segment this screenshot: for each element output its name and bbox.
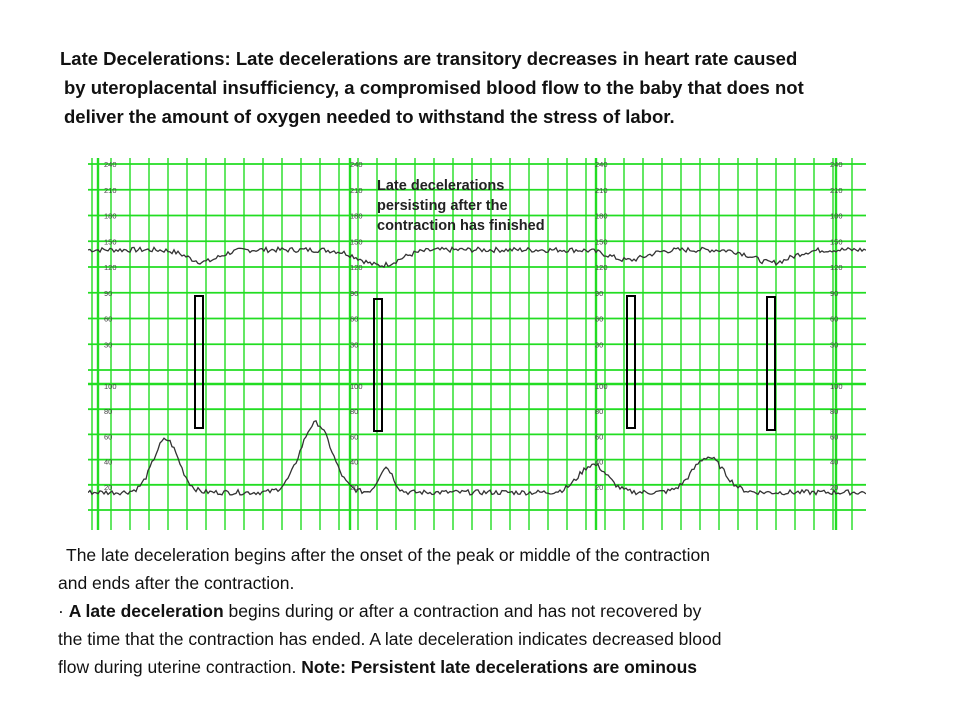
body-line-1: The late deceleration begins after the o… bbox=[66, 545, 711, 565]
fhr-scale-label: 210 bbox=[830, 186, 843, 195]
fhr-scale-label: 240 bbox=[104, 160, 117, 169]
fhr-scale-label: 240 bbox=[350, 160, 363, 169]
uc-scale-label: 60 bbox=[350, 432, 358, 441]
uc-scale-label: 80 bbox=[350, 407, 358, 416]
body-line-4: the time that the contraction has ended.… bbox=[58, 629, 722, 649]
heading-separator: : bbox=[224, 48, 231, 69]
fhr-scale-label: 240 bbox=[830, 160, 843, 169]
fhr-scale-label: 180 bbox=[104, 212, 117, 221]
body-paragraph: The late deceleration begins after the o… bbox=[58, 541, 928, 681]
fhr-scale-label: 150 bbox=[830, 237, 843, 246]
ctg-scale-labels: 240 210 180 150 120 90 60 30 100 80 60 40 20 240 210 18… bbox=[104, 160, 843, 492]
uc-scale-label: 60 bbox=[595, 432, 603, 441]
fhr-scale-label: 120 bbox=[595, 263, 608, 272]
fhr-scale-label: 30 bbox=[830, 340, 838, 349]
uc-scale-label: 80 bbox=[104, 407, 112, 416]
fhr-scale-label: 30 bbox=[104, 340, 112, 349]
fhr-scale-label: 180 bbox=[830, 212, 843, 221]
body-line-5-text: flow during uterine contraction. bbox=[58, 657, 302, 677]
heading-paragraph: Late Decelerations: Late decelerations a… bbox=[60, 44, 920, 131]
annotation-line-3: contraction has finished bbox=[377, 218, 545, 234]
deceleration-marker bbox=[626, 295, 636, 429]
fhr-scale-label: 90 bbox=[350, 289, 358, 298]
uc-scale-label: 60 bbox=[830, 432, 838, 441]
fhr-trace bbox=[88, 245, 866, 269]
heading-line-1: Late Decelerations: Late decelerations a… bbox=[60, 44, 920, 73]
ctg-strip: 240 210 180 150 120 90 60 30 100 80 60 40 20 240 210 18… bbox=[88, 158, 866, 530]
fhr-scale-label: 90 bbox=[830, 289, 838, 298]
uc-scale-label: 40 bbox=[830, 458, 838, 467]
fhr-scale-label: 90 bbox=[595, 289, 603, 298]
fhr-scale-label: 150 bbox=[350, 237, 363, 246]
uc-trace bbox=[88, 419, 866, 496]
body-line-3-text: begins during or after a contraction and… bbox=[223, 601, 702, 621]
fhr-scale-label: 210 bbox=[104, 186, 117, 195]
fhr-scale-label: 240 bbox=[595, 160, 608, 169]
ctg-annotation: Late decelerations persisting after the … bbox=[377, 178, 545, 234]
uc-scale-label: 20 bbox=[350, 483, 358, 492]
fhr-scale-label: 150 bbox=[595, 237, 608, 246]
fhr-scale-label: 60 bbox=[595, 315, 603, 324]
body-bold-term: A late deceleration bbox=[68, 601, 224, 621]
fhr-scale-label: 180 bbox=[595, 212, 608, 221]
fhr-scale-label: 30 bbox=[350, 340, 358, 349]
uc-scale-label: 40 bbox=[350, 458, 358, 467]
uc-scale-label: 40 bbox=[104, 458, 112, 467]
uc-scale-label: 100 bbox=[350, 382, 363, 391]
deceleration-marker bbox=[373, 298, 383, 432]
deceleration-marker bbox=[194, 295, 204, 429]
body-line-3: · A late deceleration begins during or a… bbox=[58, 597, 928, 625]
fhr-scale-label: 180 bbox=[350, 212, 363, 221]
uc-scale-label: 40 bbox=[595, 458, 603, 467]
fhr-scale-label: 210 bbox=[350, 186, 363, 195]
fhr-scale-label: 120 bbox=[104, 263, 117, 272]
deceleration-marker bbox=[766, 296, 776, 431]
fhr-scale-label: 150 bbox=[104, 237, 117, 246]
body-line-5: flow during uterine contraction. Note: P… bbox=[58, 653, 928, 681]
uc-scale-label: 100 bbox=[104, 382, 117, 391]
heading-line-3: deliver the amount of oxygen needed to w… bbox=[64, 106, 675, 127]
uc-scale-label: 80 bbox=[830, 407, 838, 416]
body-note: Note: Persistent late decelerations are … bbox=[301, 657, 698, 677]
uc-scale-label: 60 bbox=[104, 432, 112, 441]
fhr-scale-label: 120 bbox=[350, 263, 363, 272]
fhr-scale-label: 60 bbox=[830, 315, 838, 324]
ctg-grid bbox=[88, 158, 866, 530]
uc-scale-label: 100 bbox=[830, 382, 843, 391]
heading-line-1-text: Late decelerations are transitory decrea… bbox=[230, 48, 798, 69]
fhr-scale-label: 60 bbox=[350, 315, 358, 324]
ctg-strip-graphic: 240 210 180 150 120 90 60 30 100 80 60 40 20 240 210 18… bbox=[88, 158, 866, 530]
uc-scale-label: 100 bbox=[595, 382, 608, 391]
uc-scale-label: 20 bbox=[104, 483, 112, 492]
fhr-scale-label: 210 bbox=[595, 186, 608, 195]
annotation-line-1: Late decelerations bbox=[377, 178, 504, 194]
uc-scale-label: 80 bbox=[595, 407, 603, 416]
fhr-scale-label: 60 bbox=[104, 315, 112, 324]
uc-scale-label: 20 bbox=[830, 483, 838, 492]
body-line-2: and ends after the contraction. bbox=[58, 573, 295, 593]
uc-scale-label: 20 bbox=[595, 483, 603, 492]
heading-term: Late Decelerations bbox=[60, 48, 225, 69]
heading-line-2: by uteroplacental insufficiency, a compr… bbox=[64, 77, 804, 98]
annotation-line-2: persisting after the bbox=[377, 198, 508, 214]
deceleration-markers bbox=[194, 295, 776, 432]
bullet: · bbox=[58, 601, 69, 621]
fhr-scale-label: 30 bbox=[595, 340, 603, 349]
fhr-scale-label: 90 bbox=[104, 289, 112, 298]
fhr-scale-label: 120 bbox=[830, 263, 843, 272]
